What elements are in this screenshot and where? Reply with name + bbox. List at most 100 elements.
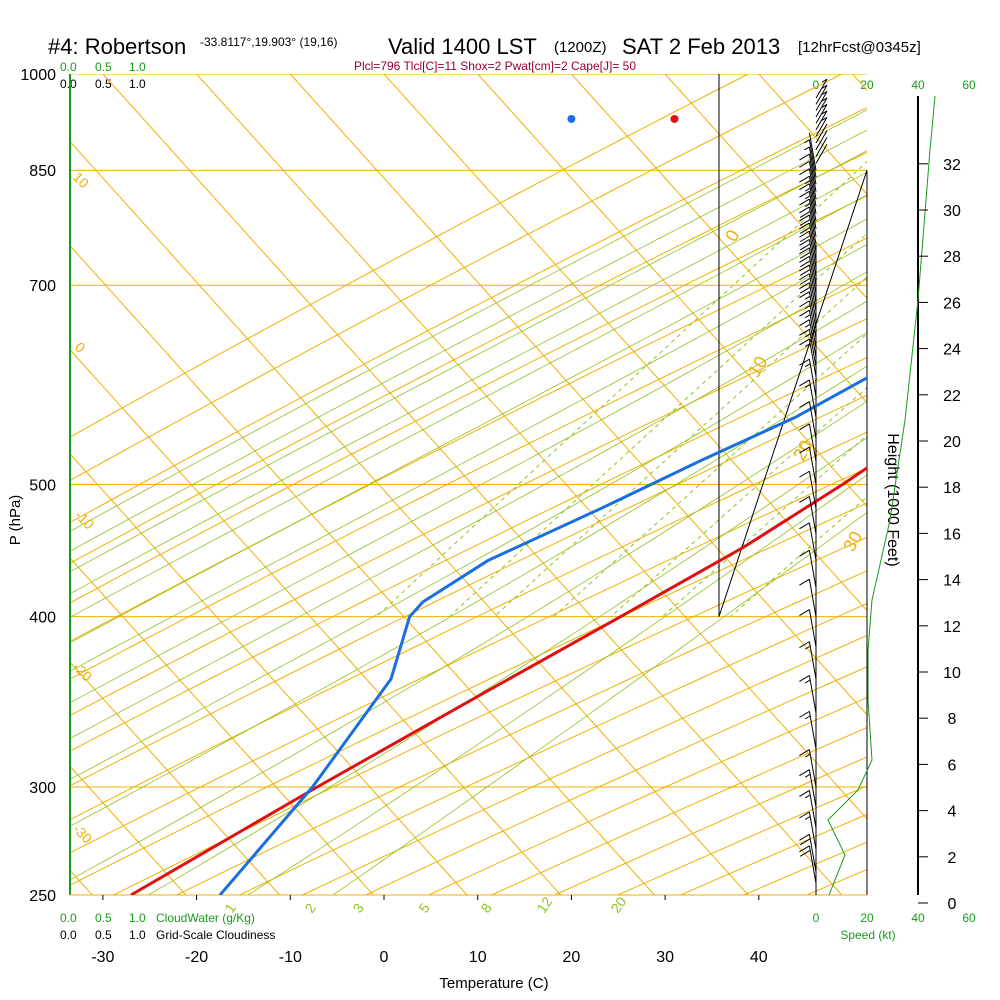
cloud-top-green-1: 0.5 xyxy=(95,60,112,74)
mixing-ratio-label-5: 5 xyxy=(415,900,433,916)
dry-adiabat-100 xyxy=(175,570,867,895)
wind-barb-flag xyxy=(799,238,810,246)
mixing-ratio-label-3: 3 xyxy=(349,900,367,916)
wind-barb-flag xyxy=(799,845,810,853)
wind-barb-flag xyxy=(799,609,810,617)
wind-barb-flag xyxy=(799,446,810,454)
wind-barb-staff xyxy=(808,168,817,207)
wind-barb-staff xyxy=(808,222,817,261)
valid-time: Valid 1400 LST xyxy=(388,34,537,59)
wind-barb-flag xyxy=(804,180,811,185)
isotherm--90 xyxy=(70,661,280,895)
dry-adiabat-10 xyxy=(70,237,867,642)
dry-adiabat--30 xyxy=(70,74,843,481)
wind-barb-flag xyxy=(799,211,811,218)
wind-barb-staff xyxy=(808,423,817,462)
wind-barb-flag xyxy=(799,222,810,230)
mixing-ratio-8 xyxy=(610,386,867,618)
moist-adiabat--16 xyxy=(70,129,867,552)
wind-barb-staff xyxy=(815,104,828,124)
wind-barb-staff xyxy=(808,359,817,397)
wind-barb-staff xyxy=(815,78,828,99)
wind-barb-staff xyxy=(815,144,828,164)
mixing-ratio-label-12: 12 xyxy=(533,894,555,916)
wind-barb-staff xyxy=(815,110,828,131)
wind-barb-staff xyxy=(808,675,817,713)
wind-barb-staff xyxy=(815,130,828,150)
cloud-bottom-green-1: 0.5 xyxy=(95,911,112,925)
moist-adiabat-28 xyxy=(148,437,867,895)
wind-barb-staff xyxy=(808,550,817,588)
cloud-bottom-black-2: 1.0 xyxy=(129,928,146,942)
wind-barb-flag xyxy=(804,343,811,348)
dry-adiabat-label--20: -20 xyxy=(70,659,96,685)
isotherm-label-0: 0 xyxy=(721,226,743,245)
wind-barb-flag xyxy=(804,323,811,328)
wind-barb-flag xyxy=(799,206,810,214)
wind-barb-staff xyxy=(808,339,817,377)
cloud-scale-top: 0.0 0.5 1.0 0.0 0.5 1.0 xyxy=(60,60,146,91)
moist-adiabat--20 xyxy=(70,109,867,532)
dry-adiabat-80 xyxy=(70,502,867,886)
wind-barb-flag xyxy=(804,794,811,799)
height-tick-label-22: 22 xyxy=(943,388,961,405)
speed-top-20: 20 xyxy=(860,78,874,92)
y-tick-label-300: 300 xyxy=(29,780,56,797)
height-tick-label-26: 26 xyxy=(943,295,961,312)
wind-barb-staff xyxy=(808,579,817,617)
isotherm--50 xyxy=(70,244,655,895)
wind-barb-staff xyxy=(808,749,817,788)
wind-barb-flag xyxy=(799,358,810,366)
cloud-bottom-green-2: 1.0 xyxy=(129,911,146,925)
wind-barb-staff xyxy=(808,206,817,245)
height-tick-label-2: 2 xyxy=(948,850,957,867)
wind-barb-staff xyxy=(808,239,817,277)
height-tick-label-12: 12 xyxy=(943,619,961,636)
wind-barb-staff xyxy=(808,310,817,348)
wind-barb-flag xyxy=(799,470,810,478)
wind-barb-flag xyxy=(799,160,810,168)
wind-barb-staff xyxy=(808,199,817,237)
wind-barb-staff xyxy=(815,117,828,137)
dry-adiabat-40 xyxy=(70,357,867,752)
wind-barb-flag xyxy=(799,230,810,238)
moist-adiabat-36 xyxy=(332,511,867,895)
height-tick-label-6: 6 xyxy=(948,757,957,774)
wind-barb-flag xyxy=(821,97,828,102)
cloudiness-label: Grid-Scale Cloudiness xyxy=(156,928,275,942)
wind-barb-flag xyxy=(821,78,828,83)
wind-barb-staff xyxy=(808,401,817,440)
dry-adiabat-0 xyxy=(70,195,867,604)
wind-barb-flag xyxy=(799,833,810,841)
wind-barb-staff xyxy=(808,522,817,561)
x-tick-label-40: 40 xyxy=(750,949,768,966)
speed-bottom-40: 40 xyxy=(911,911,925,925)
isotherm--60 xyxy=(70,349,562,895)
wind-barb-flag xyxy=(804,314,811,319)
wind-barb-staff xyxy=(815,123,828,144)
wind-barb-flag xyxy=(799,255,810,263)
wind-barb-flag xyxy=(799,710,810,718)
wind-barb-staff xyxy=(808,329,817,367)
y-tick-label-400: 400 xyxy=(29,610,56,627)
wind-barb-flag xyxy=(799,309,810,317)
wind-barb-flag xyxy=(799,838,811,846)
wind-barb-flag xyxy=(799,251,811,259)
wind-barb-staff xyxy=(808,132,817,171)
y-tick-label-700: 700 xyxy=(29,278,56,295)
wind-barb-flag xyxy=(799,264,810,272)
cloud-top-black-1: 0.5 xyxy=(95,77,112,91)
wind-barb-staff xyxy=(815,97,828,118)
wind-barb-flag xyxy=(804,816,811,820)
isotherm--70 xyxy=(70,453,468,895)
x-tick-label--30: -30 xyxy=(91,949,114,966)
cloud-bottom-black-0: 0.0 xyxy=(60,928,77,942)
wind-barb-flag xyxy=(804,384,811,388)
moist-adiabat-0 xyxy=(70,218,867,644)
isotherm--30 xyxy=(102,74,843,895)
x-tick-label-0: 0 xyxy=(380,949,389,966)
dry-adiabat-130 xyxy=(364,666,867,895)
dry-adiabat-140 xyxy=(427,696,867,895)
isotherm--20 xyxy=(196,74,867,820)
wind-barb-staff xyxy=(808,609,817,648)
